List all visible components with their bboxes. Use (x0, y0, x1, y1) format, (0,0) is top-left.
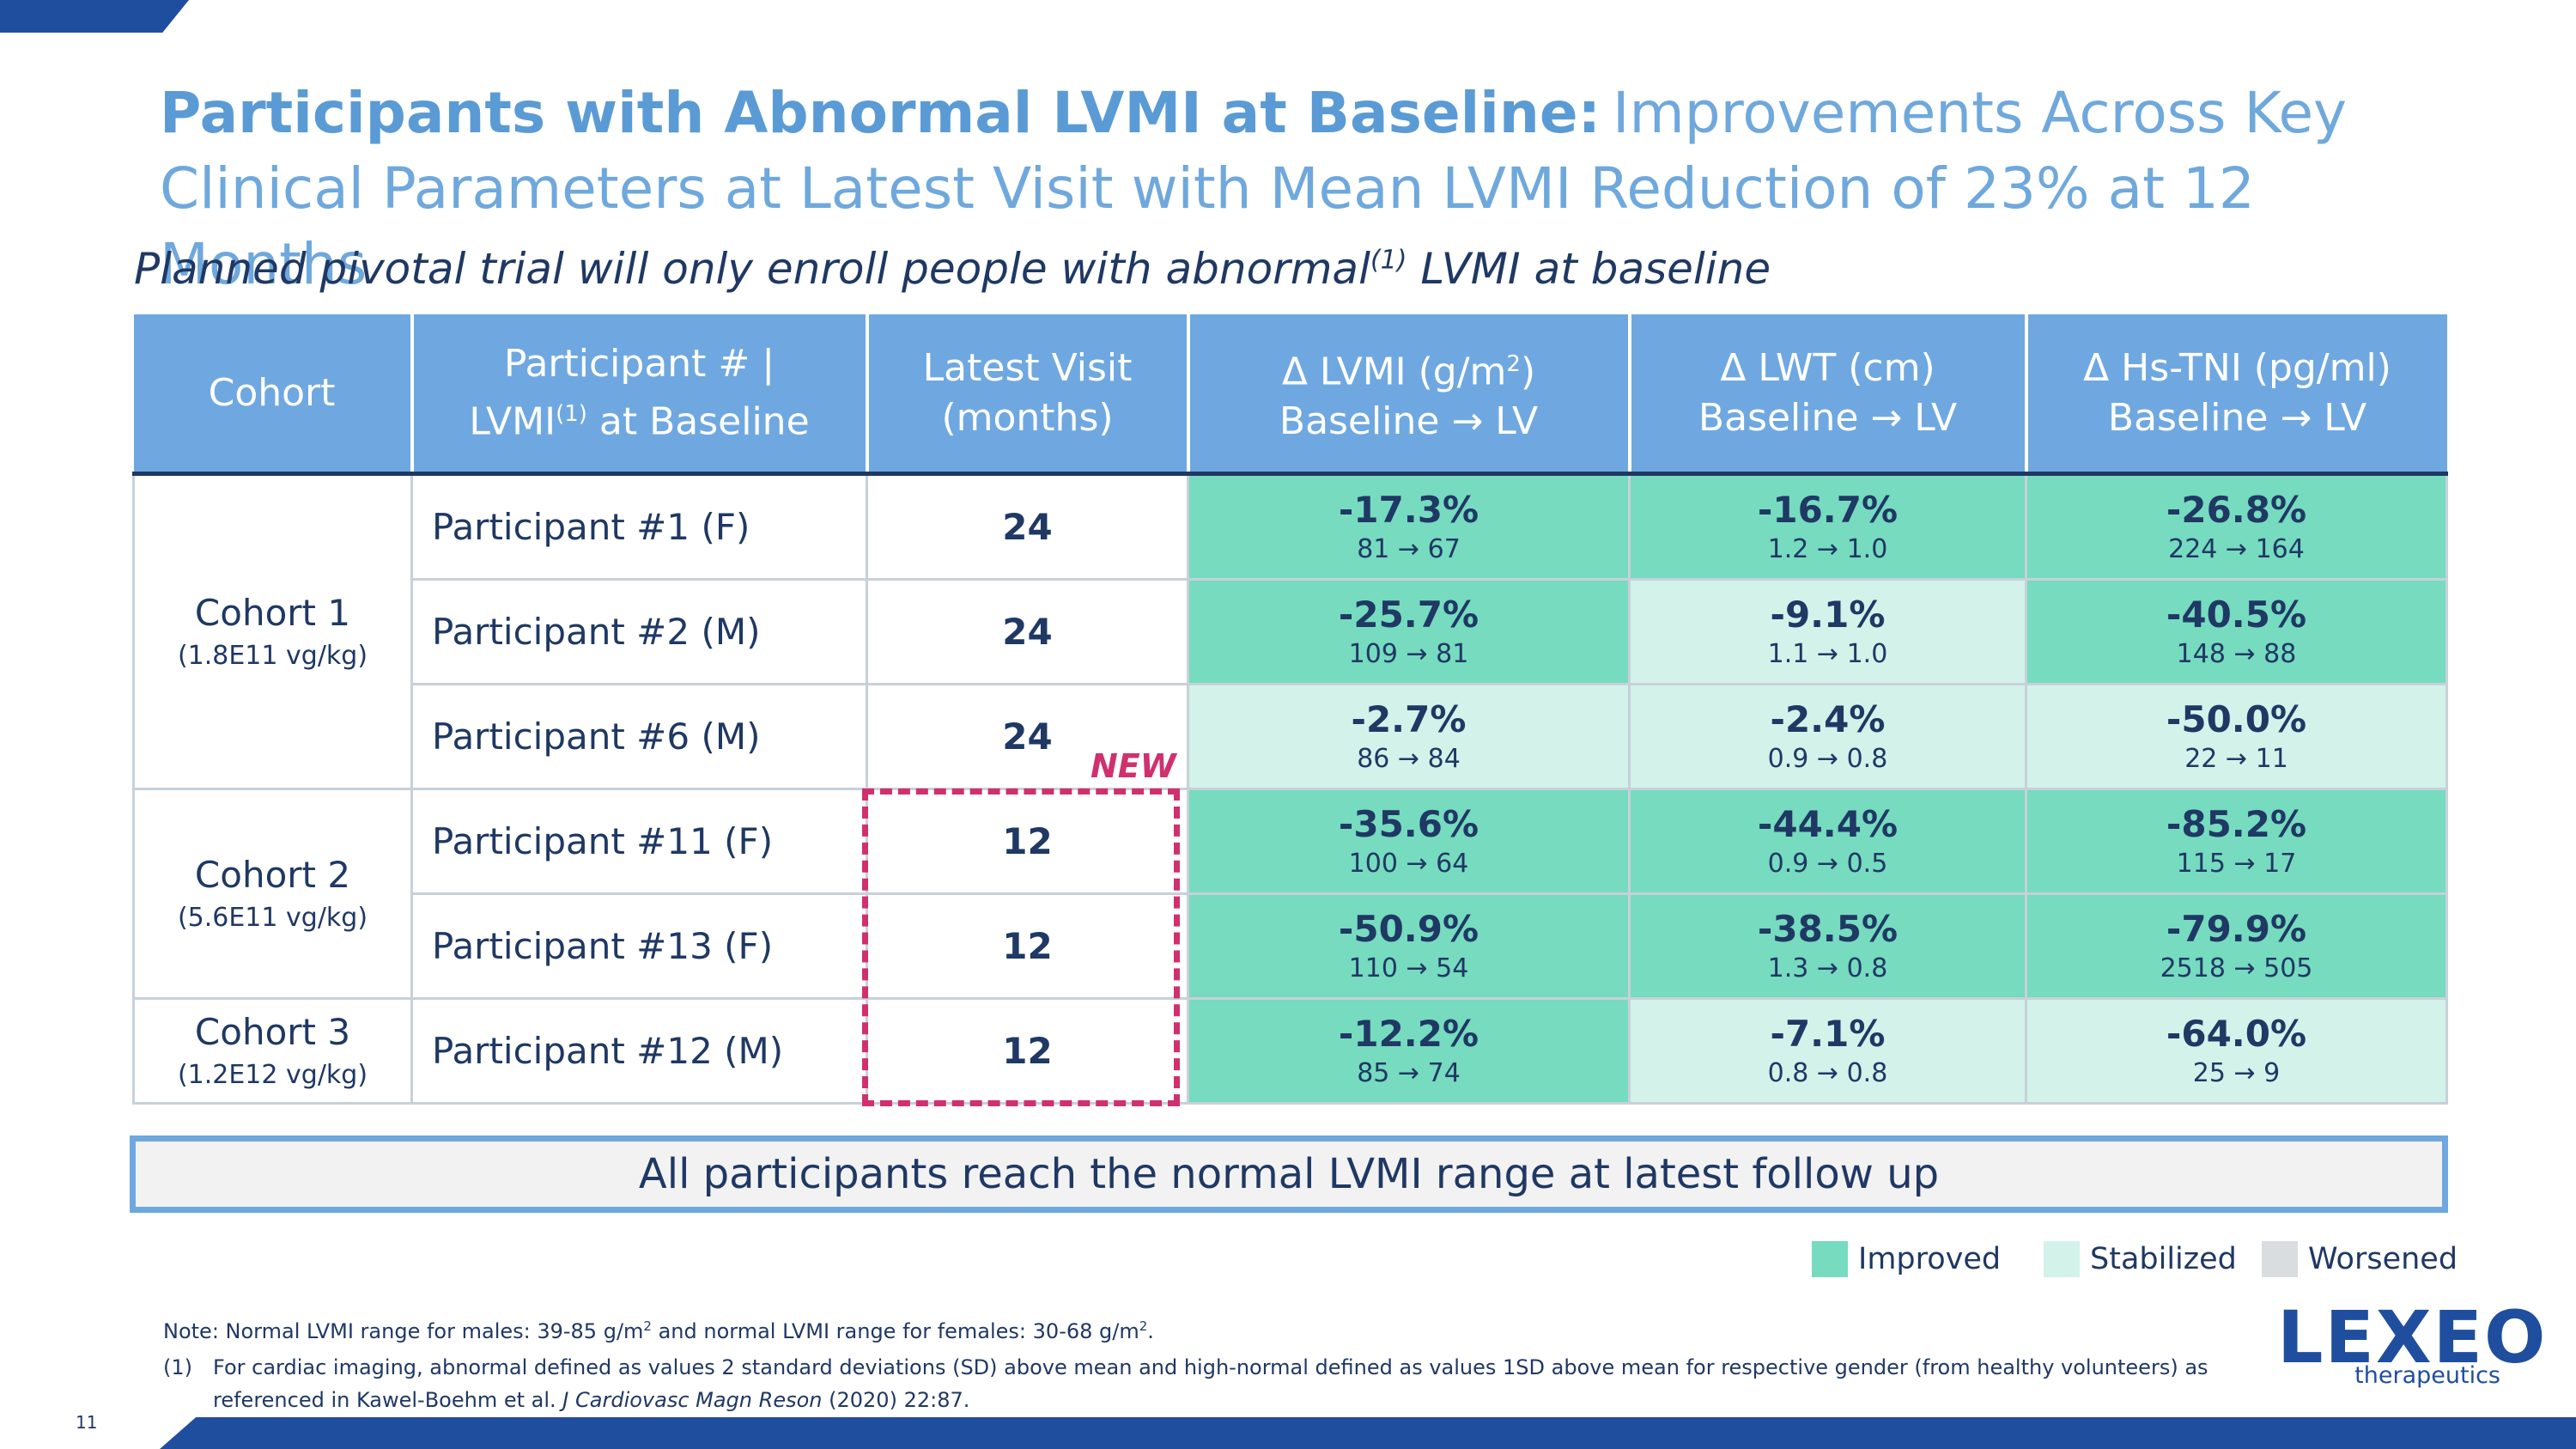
header-participant: Participant # | LVMI(1) at Baseline (411, 314, 869, 476)
logo-tagline: therapeutics (2354, 1362, 2500, 1389)
table-row: Participant #13 (F) 12 -50.9% 110 → 54 -3… (134, 892, 2448, 1000)
lwt-cell: -38.5% 1.3 → 0.8 (1628, 892, 2027, 1000)
legend-worsened: Worsened (2262, 1240, 2458, 1278)
cohort-cell: Cohort 2 (5.6E11 vg/kg) (132, 788, 413, 1000)
footnote-text: For cardiac imaging, abnormal defined as… (213, 1355, 2208, 1412)
header-delta-hs-tni: Δ Hs-TNI (pg/ml) Baseline → LV (2026, 314, 2447, 476)
participant-cell: Participant #12 (M) (410, 997, 868, 1105)
lvmi-cell: -50.9% 110 → 54 (1187, 892, 1631, 1000)
lvmi-cell: -35.6% 100 → 64 (1187, 788, 1631, 895)
hs-tni-cell: -79.9% 2518 → 505 (2025, 892, 2448, 1000)
subtitle-text: Planned pivotal trial will only enroll p… (134, 244, 1370, 294)
footnote: (1) For cardiac imaging, abnormal define… (163, 1351, 2250, 1416)
lwt-cell: -44.4% 0.9 → 0.5 (1628, 788, 2027, 895)
page-title: Participants with Abnormal LVMI at Basel… (160, 76, 2478, 302)
legend-label: Stabilized (2090, 1242, 2237, 1276)
lwt-cell: -16.7% 1.2 → 1.0 (1628, 472, 2027, 581)
lvmi-cell: -17.3% 81 → 67 (1187, 472, 1631, 581)
latest-visit-cell: 24 (866, 472, 1189, 581)
hs-tni-cell: -64.0% 25 → 9 (2025, 997, 2448, 1105)
cohort-cell: Cohort 1 (1.8E11 vg/kg) (132, 472, 413, 790)
table-row: Cohort 3 (1.2E12 vg/kg) Participant #12 (… (132, 997, 2448, 1105)
lwt-cell: -2.4% 0.9 → 0.8 (1628, 683, 2027, 790)
participant-cell: Participant #11 (F) (410, 788, 868, 895)
lwt-cell: -7.1% 0.8 → 0.8 (1628, 997, 2027, 1105)
table-row: Cohort 1 (1.8E11 vg/kg) Participant #1 (F… (132, 472, 2448, 790)
latest-visit-cell: 12 (866, 997, 1189, 1105)
footnote-number: (1) (163, 1355, 192, 1379)
hs-tni-cell: -26.8% 224 → 164 (2025, 472, 2448, 581)
latest-visit-cell: 12 (866, 892, 1189, 1000)
corner-accent (0, 0, 189, 33)
hs-tni-cell: -50.0% 22 → 11 (2025, 683, 2448, 790)
latest-visit-cell: 12 (866, 788, 1189, 895)
latest-visit-cell: 24 (866, 578, 1189, 685)
footer-bar (160, 1417, 2576, 1449)
logo-wordmark: LEXEO (2277, 1295, 2548, 1379)
participant-cell: Participant #13 (F) (410, 892, 868, 1000)
hs-tni-cell: -40.5% 148 → 88 (2025, 578, 2448, 685)
improved-swatch (1812, 1241, 1848, 1277)
header-delta-lwt: Δ LWT (cm) Baseline → LV (1629, 314, 2028, 476)
table-row: Participant #6 (M) 24 -2.7% 86 → 84 -2.4%… (134, 683, 2448, 790)
company-logo: LEXEO therapeutics (2277, 1295, 2548, 1389)
stabilized-swatch (2044, 1241, 2080, 1277)
participant-cell: Participant #1 (F) (410, 472, 868, 581)
cohort-cell: Cohort 3 (1.2E12 vg/kg) (132, 997, 413, 1105)
legend-improved: Improved (1812, 1240, 2001, 1278)
header-latest-visit: Latest Visit (months) (866, 314, 1190, 476)
lwt-cell: -9.1% 1.1 → 1.0 (1628, 578, 2027, 685)
header-cohort: Cohort (133, 314, 414, 476)
subtitle-text-end: LVMI at baseline (1406, 244, 1771, 294)
note-text: Note: Normal LVMI range for males: 39-85… (163, 1318, 1154, 1343)
legend-label: Worsened (2308, 1242, 2458, 1276)
page-subtitle: Planned pivotal trial will only enroll p… (134, 244, 1771, 294)
table-row: Participant #2 (M) 24 -25.7% 109 → 81 -9.… (134, 578, 2448, 685)
hs-tni-cell: -85.2% 115 → 17 (2025, 788, 2448, 895)
key-takeaway-callout: All participants reach the normal LVMI r… (130, 1135, 2448, 1213)
participant-cell: Participant #2 (M) (410, 578, 868, 685)
results-table: Cohort Participant # | LVMI(1) at Baseli… (132, 314, 2448, 1105)
title-rest: Improvements Across Key Clinical Paramet… (160, 80, 2348, 297)
page-number: 11 (76, 1412, 98, 1433)
participant-cell: Participant #6 (M) (410, 683, 868, 790)
worsened-swatch (2262, 1241, 2298, 1277)
header-delta-lvmi: Δ LVMI (g/m2) Baseline → LV (1188, 314, 1631, 476)
legend-label: Improved (1858, 1242, 2002, 1276)
table-row: Cohort 2 (5.6E11 vg/kg) Participant #11 (… (132, 788, 2448, 1000)
lvmi-cell: -2.7% 86 → 84 (1187, 683, 1631, 790)
lvmi-cell: -12.2% 85 → 74 (1187, 997, 1631, 1105)
table-header-row: Cohort Participant # | LVMI(1) at Baseli… (133, 314, 2447, 476)
legend-stabilized: Stabilized (2044, 1240, 2237, 1278)
title-bold: Participants with Abnormal LVMI at Basel… (160, 80, 1601, 146)
lvmi-cell: -25.7% 109 → 81 (1187, 578, 1631, 685)
new-label: NEW (1091, 747, 1176, 785)
latest-visit-cell: 24 (866, 683, 1189, 790)
subtitle-footnote-ref: (1) (1370, 245, 1407, 276)
